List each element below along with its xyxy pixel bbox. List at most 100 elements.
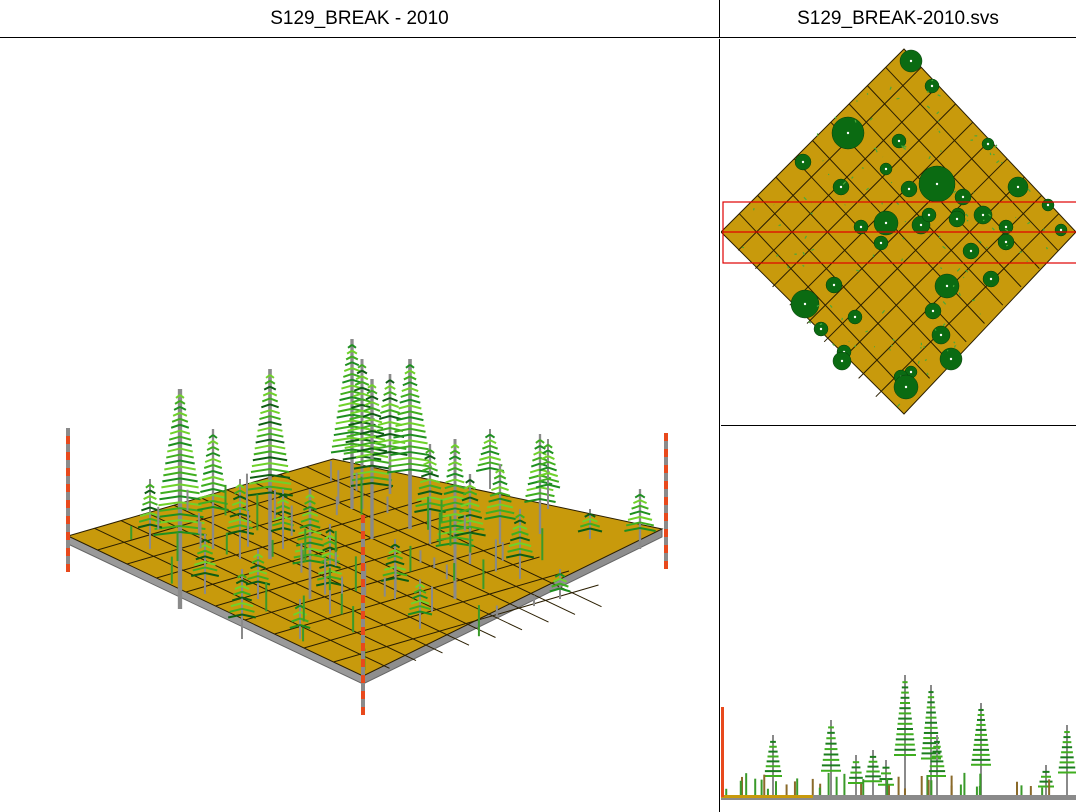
tree-stem-marker — [930, 84, 934, 88]
grid-line — [303, 570, 570, 649]
tree-stem-marker — [1004, 240, 1008, 244]
sapling — [808, 320, 812, 324]
branch — [212, 446, 220, 451]
branch — [423, 460, 431, 466]
tree-stem-marker — [989, 277, 993, 281]
branch — [589, 527, 603, 533]
branch — [454, 443, 460, 449]
branch — [394, 577, 410, 582]
sapling — [992, 153, 995, 156]
branch — [371, 470, 392, 476]
branch — [333, 431, 353, 437]
branch — [329, 575, 343, 581]
sapling — [994, 144, 998, 149]
profile-tree — [878, 760, 894, 795]
branch — [170, 423, 181, 429]
sapling — [942, 301, 947, 305]
profile-view-pane[interactable] — [721, 427, 1076, 812]
pole-segment — [361, 515, 365, 523]
branch — [420, 472, 431, 478]
branch — [381, 403, 391, 408]
branch — [469, 525, 485, 531]
branch — [269, 397, 279, 403]
pole-segment — [664, 457, 668, 465]
branch — [547, 472, 559, 478]
tree-stem-marker — [919, 223, 923, 227]
branch — [212, 488, 226, 493]
branch — [179, 423, 190, 429]
branch — [305, 494, 311, 499]
branch — [389, 403, 399, 408]
branch — [361, 432, 378, 438]
branch — [356, 369, 363, 375]
branch — [409, 421, 425, 427]
tree — [190, 534, 220, 594]
branch — [377, 421, 391, 426]
perspective-view-pane[interactable] — [0, 39, 720, 812]
branch — [376, 427, 391, 432]
sapling — [936, 111, 940, 115]
branch — [163, 471, 181, 477]
branch — [446, 472, 456, 478]
grid-line — [244, 542, 511, 621]
branch — [257, 575, 269, 581]
branch — [192, 566, 206, 572]
branch — [454, 461, 463, 467]
branch — [547, 477, 560, 483]
branch — [269, 462, 289, 468]
overhead-plot — [721, 48, 1076, 415]
branch — [269, 420, 282, 426]
tree-stem-marker — [853, 315, 857, 319]
profile-tree — [848, 755, 864, 795]
branch — [227, 524, 241, 530]
tree — [292, 489, 328, 599]
branch — [171, 417, 181, 423]
branch — [394, 543, 401, 549]
sapling — [956, 267, 961, 272]
branch — [206, 446, 214, 451]
branch — [161, 483, 181, 489]
branch — [197, 549, 206, 555]
branch — [394, 549, 402, 555]
branch — [179, 447, 193, 453]
profile-canvas[interactable] — [721, 427, 1076, 812]
branch — [519, 519, 527, 525]
branch — [429, 478, 441, 484]
overhead-view-pane[interactable] — [721, 39, 1076, 426]
tree — [484, 464, 516, 544]
branch — [395, 421, 411, 427]
branch — [419, 594, 428, 600]
tree-stem-marker — [909, 370, 913, 374]
branch — [179, 501, 202, 507]
branch — [247, 575, 259, 581]
branch — [547, 443, 553, 449]
branch — [212, 452, 221, 457]
sapling — [952, 284, 955, 288]
branch — [419, 610, 433, 616]
branch — [239, 530, 255, 535]
branch — [269, 479, 292, 485]
branch — [547, 483, 561, 489]
grid-line — [875, 213, 1060, 398]
branch — [409, 416, 424, 422]
branch — [248, 479, 271, 485]
tree-stem-marker — [1059, 228, 1063, 232]
pole-segment — [66, 476, 70, 484]
branch — [442, 495, 456, 501]
branch — [360, 424, 373, 430]
tree-layer — [130, 339, 656, 671]
tree-stem-marker — [1016, 185, 1020, 189]
branch — [541, 455, 549, 460]
branch — [338, 401, 353, 407]
overhead-canvas[interactable] — [721, 39, 1076, 426]
branch — [499, 509, 515, 515]
branch — [241, 579, 249, 585]
pole-segment — [361, 691, 365, 699]
branch — [212, 470, 224, 475]
sapling — [856, 269, 860, 272]
sapling — [926, 105, 931, 109]
perspective-canvas[interactable] — [0, 39, 720, 812]
branch — [439, 518, 456, 524]
branch — [175, 394, 181, 399]
branch — [358, 435, 373, 441]
